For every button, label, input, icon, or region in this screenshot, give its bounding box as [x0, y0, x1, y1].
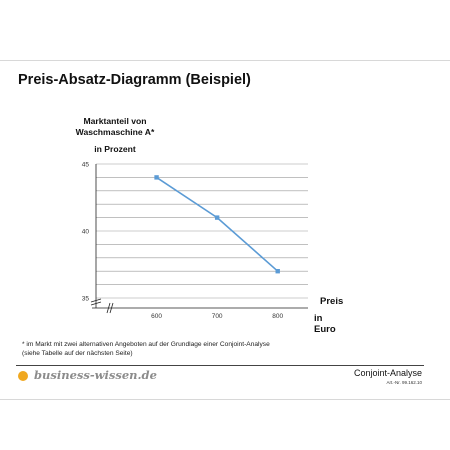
article-number: Art.-Nr. 99.162.10	[386, 380, 422, 385]
page-title: Preis-Absatz-Diagramm (Beispiel)	[18, 72, 251, 88]
footer-divider	[16, 365, 424, 366]
y-axis-label-line-1: Marktanteil von	[83, 116, 147, 126]
y-tick-label: 35	[82, 295, 90, 302]
series-line	[156, 176, 279, 272]
y-axis-label-line-3: in Prozent	[94, 144, 136, 154]
y-axis-label-line-2: Waschmaschine A*	[75, 127, 155, 137]
axes	[90, 164, 308, 314]
x-tick-label: 600	[151, 313, 162, 320]
y-tick-label: 40	[82, 228, 90, 235]
footnote-line-1: * im Markt mit zwei alternativen Angebot…	[22, 341, 270, 348]
tick-labels: 45 40 35 600 700 800	[82, 161, 284, 320]
slide-page	[0, 60, 450, 400]
logo-text: business-wissen.de	[34, 368, 157, 382]
y-axis-break-mark	[90, 298, 102, 306]
data-point	[214, 215, 220, 220]
data-series	[154, 175, 280, 274]
y-tick-label: 45	[82, 161, 90, 168]
x-axis-label-line-1: Preis	[320, 296, 344, 307]
x-axis-break-mark	[106, 302, 114, 314]
x-tick-label: 800	[272, 313, 283, 320]
data-point	[275, 269, 280, 274]
footnote-line-2: (siehe Tabelle auf der nächsten Seite)	[22, 350, 133, 357]
logo-dot-icon	[18, 371, 28, 381]
x-axis-label-line-2: in Euro	[314, 313, 336, 335]
data-point	[154, 175, 159, 180]
gridlines	[96, 163, 308, 299]
document-title: Conjoint-Analyse	[353, 368, 422, 378]
x-tick-label: 700	[212, 313, 223, 320]
